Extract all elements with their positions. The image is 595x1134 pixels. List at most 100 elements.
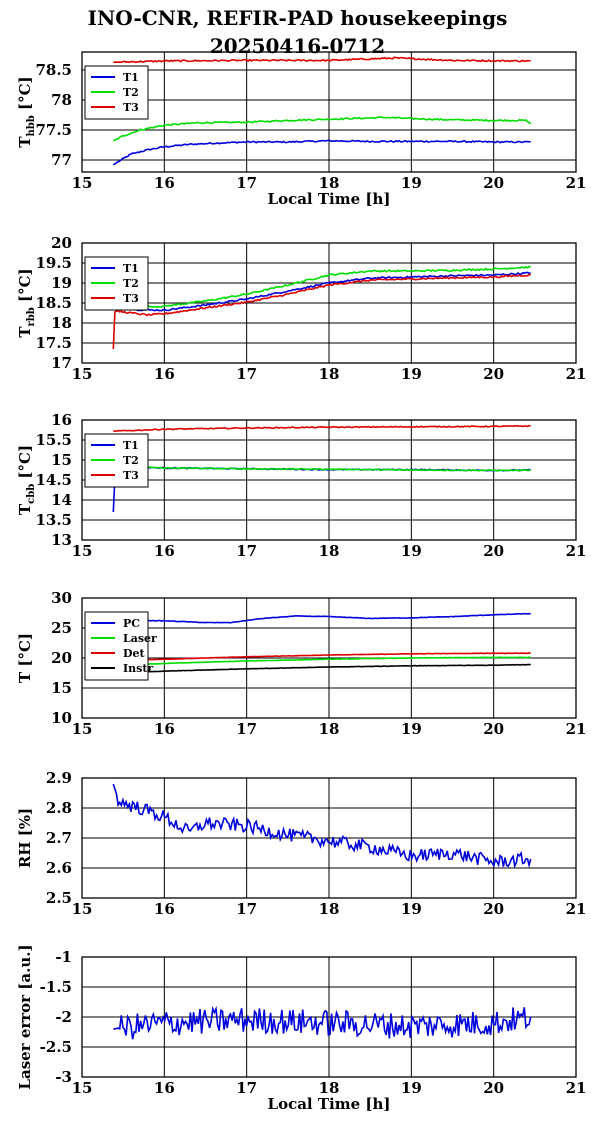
x-tick-label: 15 [72,1079,93,1097]
x-tick-label: 17 [236,542,257,560]
x-tick-label: 21 [566,720,587,738]
x-tick-label: 15 [72,720,93,738]
x-tick-label: 17 [236,720,257,738]
y-tick-label: 2.7 [46,829,72,847]
x-tick-label: 15 [72,542,93,560]
y-tick-label: 18 [51,314,72,332]
x-tick-label: 18 [319,1079,340,1097]
series-line-t2 [112,265,531,309]
series-line-t2 [112,116,532,142]
plot-3: 15 16 17 18 19 20 21 13 13.5 14 14.5 15 15.5 16 Tcbb [… [16,411,586,560]
x-tick-label: 20 [483,1079,504,1097]
y-tick-label: 10 [51,709,72,727]
x-axis-label: Local Time [h] [268,1095,391,1113]
plot-frame [81,242,577,364]
legend-label: PC [123,617,140,630]
y-tick-label: 2.9 [46,769,72,787]
legend-label: T1 [123,262,139,275]
legend-label: T1 [123,439,139,452]
plot-frame [81,777,577,899]
series-line-instr [113,663,531,674]
x-tick-label: 16 [154,542,175,560]
y-tick-label: 25 [51,619,72,637]
plot-5: 15 16 17 18 19 20 21 2.5 2.6 2.7 2.8 2.9 RH [%] [16,769,586,918]
x-tick-label: 20 [483,900,504,918]
x-tick-label: 17 [236,365,257,383]
x-tick-label: 20 [483,365,504,383]
x-tick-label: 16 [154,1079,175,1097]
legend-label: T3 [123,469,139,482]
legend-label: T3 [123,292,139,305]
x-tick-label: 18 [319,365,340,383]
legend-label: T3 [123,101,139,114]
x-tick-label: 19 [401,365,422,383]
plot-6: 15 16 17 18 19 20 21 -3 -2.5 -2 -1.5 -1 Local Time [… [16,944,586,1113]
y-tick-label: 17.5 [35,334,72,352]
legend-label: T1 [123,71,139,84]
legend-label: T2 [123,277,139,290]
legend-label: T2 [123,86,139,99]
x-tick-label: 17 [236,1079,257,1097]
x-tick-label: 15 [72,365,93,383]
y-tick-label: -3 [55,1068,72,1086]
y-tick-label: 20 [51,649,72,667]
series-line-pc [113,612,531,624]
series-line-t1 [112,139,531,166]
x-tick-label: 20 [483,542,504,560]
y-tick-label: 17 [51,354,72,372]
y-tick-label: 14.5 [35,471,72,489]
series-line-t3 [112,273,531,350]
y-axis-label: Thbb [°C] [16,76,37,147]
x-tick-label: 21 [566,174,587,192]
series-line-t1 [112,271,531,312]
series-line-det [113,652,531,662]
y-tick-label: 77.5 [35,121,72,139]
series-line-laser [113,656,531,667]
y-tick-label: 77 [51,151,72,169]
legend-label: Det [123,647,146,660]
x-tick-label: 19 [401,1079,422,1097]
y-tick-label: 30 [51,589,72,607]
y-tick-label: -2.5 [40,1038,72,1056]
y-tick-label: -1.5 [40,978,72,996]
legend-label: Laser [123,632,157,645]
x-tick-label: 21 [566,365,587,383]
y-tick-label: 18.5 [35,294,72,312]
legend-box [84,65,149,120]
x-axis-label: Local Time [h] [268,190,391,208]
plot-2: 15 16 17 18 19 20 21 17 17.5 18 18.5 19 19.5 20 Trbb [… [16,234,586,383]
y-tick-label: 15 [51,451,72,469]
y-tick-label: 16 [51,411,72,429]
plot-frame [81,419,577,541]
x-tick-label: 20 [483,174,504,192]
series-line-t3 [113,424,531,432]
x-tick-label: 16 [154,900,175,918]
y-tick-label: 15 [51,679,72,697]
x-tick-label: 16 [154,365,175,383]
plot-frame [81,956,577,1078]
plot-1: 15 16 17 18 19 20 21 77 77.5 78 78.5 Local Time [h]… [16,51,587,208]
series-line-t3 [113,56,531,64]
y-tick-label: 2.5 [46,889,72,907]
x-tick-label: 17 [236,900,257,918]
y-tick-label: 13 [51,531,72,549]
y-axis-label: Tcbb [°C] [16,445,37,515]
y-tick-label: 13.5 [35,511,72,529]
x-tick-label: 19 [401,720,422,738]
x-tick-label: 15 [72,900,93,918]
x-tick-label: 16 [154,720,175,738]
x-tick-label: 18 [319,174,340,192]
x-tick-label: 18 [319,720,340,738]
y-tick-label: 14 [51,491,72,509]
y-tick-label: 78 [51,91,72,109]
x-tick-label: 15 [72,174,93,192]
chart-title: INO-CNR, REFIR-PAD housekeepings 2025041… [0,4,595,60]
x-tick-label: 21 [566,1079,587,1097]
chart-title-line2: 20250416-0712 [209,34,386,58]
legend-label: Instr [123,662,153,675]
y-tick-label: 19.5 [35,254,72,272]
x-tick-label: 16 [154,174,175,192]
x-tick-label: 17 [236,174,257,192]
x-tick-label: 18 [319,542,340,560]
